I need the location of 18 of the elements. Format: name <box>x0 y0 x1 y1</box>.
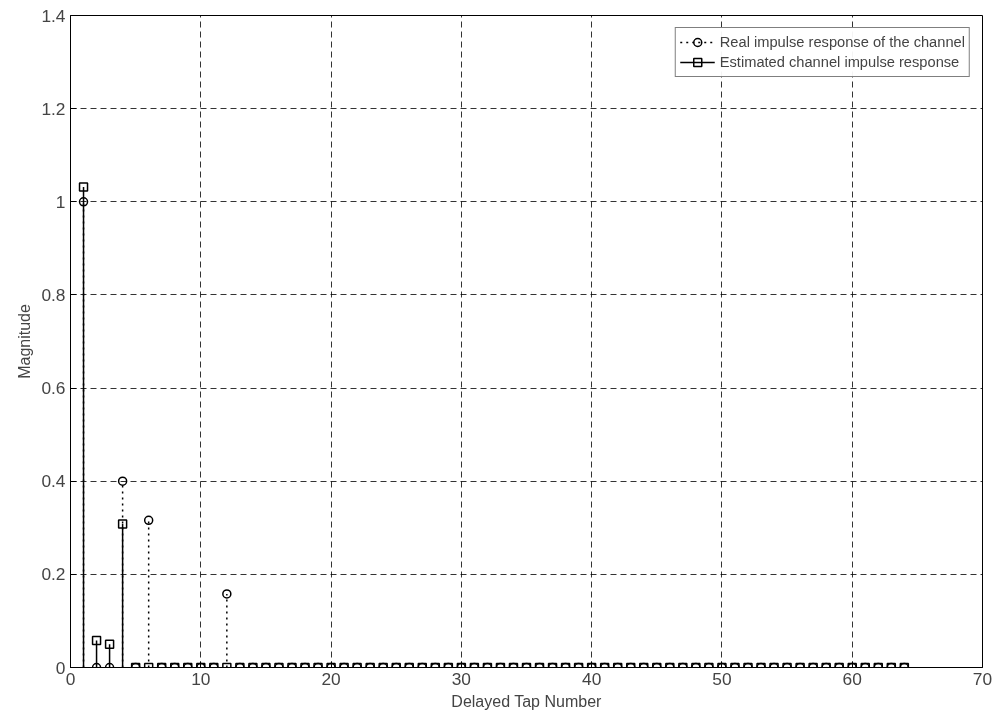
y-tick-label: 1.4 <box>41 5 66 26</box>
x-tick-label: 50 <box>712 668 732 689</box>
y-tick-label: 0.8 <box>41 284 66 305</box>
x-tick-label: 30 <box>451 668 471 689</box>
y-axis-title: Magnitude <box>16 304 34 379</box>
y-tick-label: 0.2 <box>41 564 66 585</box>
x-tick-label: 20 <box>321 668 341 689</box>
x-tick-label: 60 <box>842 668 862 689</box>
legend-label: Real impulse response of the channel <box>719 34 965 50</box>
x-tick-label: 10 <box>191 668 211 689</box>
x-tick-label: 70 <box>972 668 993 689</box>
x-axis-title: Delayed Tap Number <box>451 692 603 710</box>
y-tick-label: 1 <box>55 191 66 212</box>
legend-label: Estimated channel impulse response <box>719 54 960 70</box>
y-tick-label: 1.2 <box>41 98 66 119</box>
y-tick-label: 0.6 <box>41 378 66 399</box>
y-tick-label: 0.4 <box>41 471 66 492</box>
x-tick-label: 40 <box>582 668 602 689</box>
